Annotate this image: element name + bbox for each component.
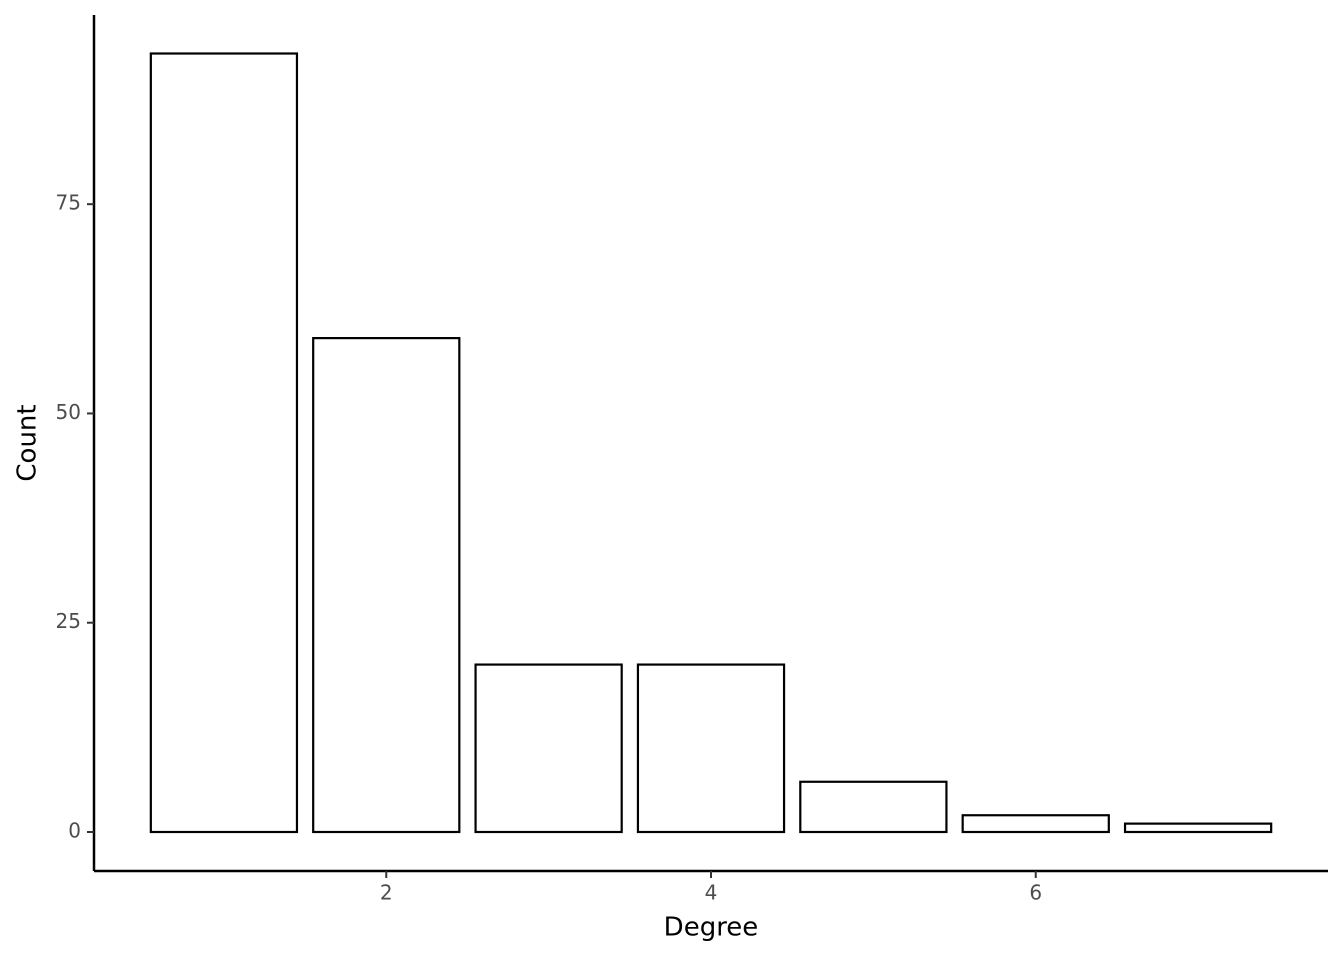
y-axis-title: Count (13, 404, 43, 481)
x-tick-label: 2 (380, 881, 393, 905)
bar (799, 780, 948, 834)
bar (1123, 822, 1273, 834)
bar (961, 814, 1110, 834)
x-axis-title: Degree (664, 913, 759, 943)
y-tick-label: 75 (56, 191, 81, 215)
y-tick-label: 0 (68, 818, 81, 842)
bar (636, 663, 786, 834)
bar (312, 337, 461, 834)
x-tick-label: 6 (1029, 881, 1042, 905)
bar (474, 663, 623, 834)
y-tick-label: 50 (56, 400, 81, 424)
y-tick-label: 25 (56, 609, 81, 633)
x-tick-label: 4 (705, 881, 718, 905)
bar (149, 52, 299, 834)
